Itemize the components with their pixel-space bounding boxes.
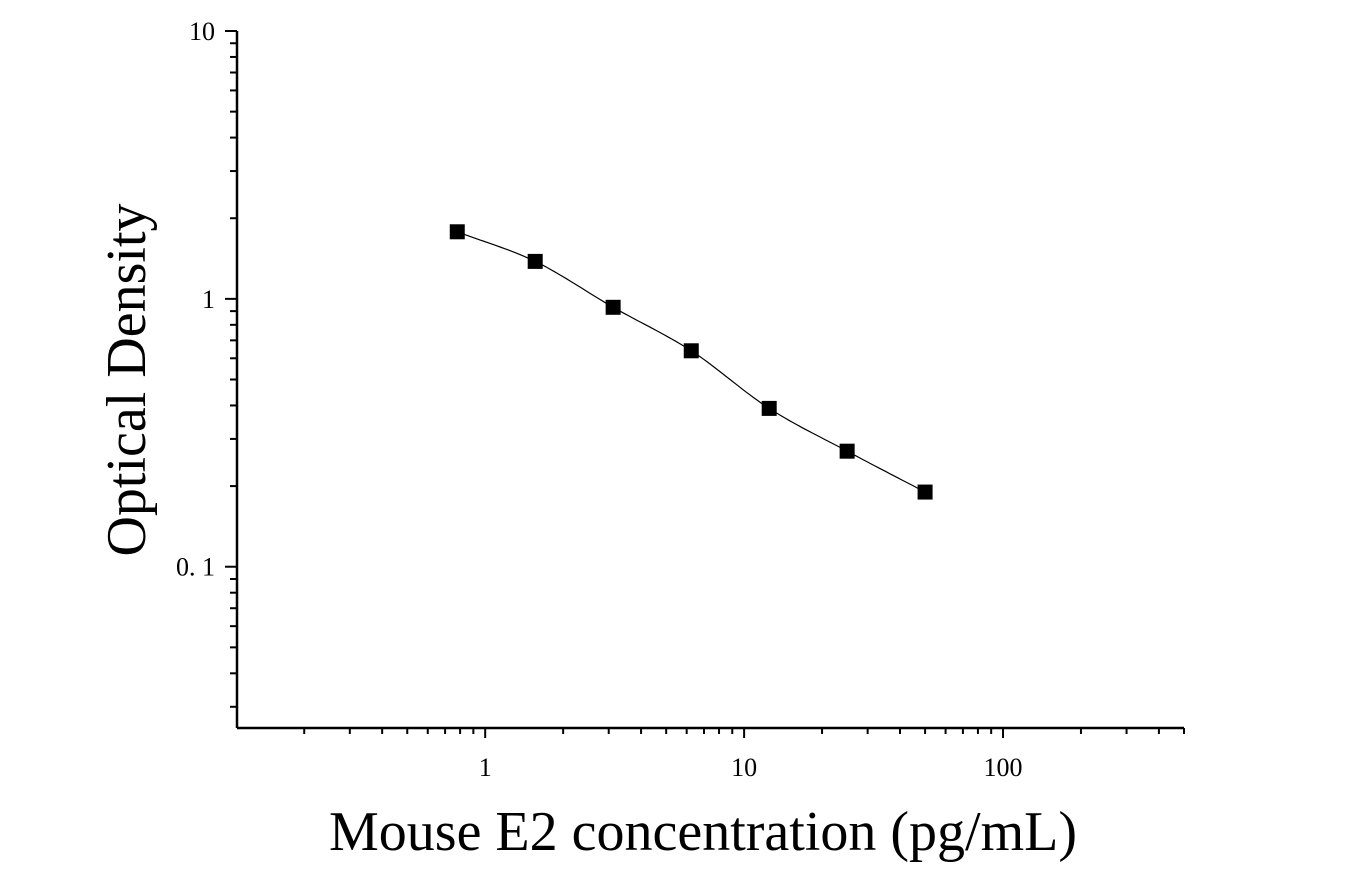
data-point [683,343,699,359]
fit-curve [457,231,926,493]
x-axis-title: Mouse E2 concentration (pg/mL) [329,801,1077,863]
data-point [917,484,933,500]
data-point [527,253,543,269]
y-tick-label: 1 [202,285,215,314]
y-tick-label: 0. 1 [176,553,215,582]
y-axis-title: Optical Density [96,203,158,556]
data-point [761,400,777,416]
data-point [449,224,465,240]
data-point [839,443,855,459]
y-tick-label: 10 [189,17,215,46]
data-points [449,224,933,500]
data-point [605,299,621,315]
x-tick-label: 1 [479,753,492,782]
fit-curve-layer [457,231,926,493]
axes [235,31,1184,730]
ticks: 1 10 100 0. 1 1 10 [176,17,1185,782]
x-tick-label: 10 [731,753,757,782]
x-tick-label: 100 [984,753,1023,782]
